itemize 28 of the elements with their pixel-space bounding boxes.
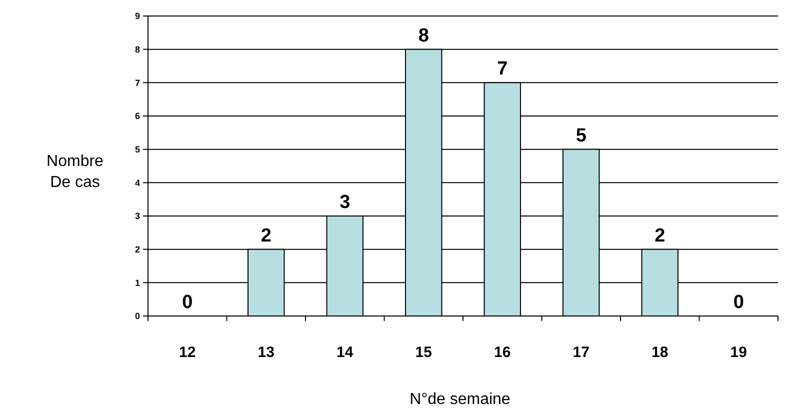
data-label: 0 bbox=[733, 292, 744, 313]
x-tick-label: 14 bbox=[336, 344, 354, 361]
x-axis-title: N°de semaine bbox=[410, 391, 510, 408]
x-tick-label: 19 bbox=[730, 344, 747, 361]
y-tick-label: 4 bbox=[134, 178, 140, 188]
y-tick-label: 2 bbox=[134, 244, 140, 254]
y-tick-label: 3 bbox=[134, 211, 140, 222]
y-tick-label: 6 bbox=[134, 111, 140, 122]
y-tick-label: 8 bbox=[134, 44, 140, 54]
y-tick-label: 5 bbox=[134, 144, 140, 154]
data-label: 2 bbox=[260, 225, 272, 246]
y-tick-label: 9 bbox=[134, 11, 140, 22]
x-tick-label: 13 bbox=[258, 344, 274, 361]
y-tick-label: 7 bbox=[134, 78, 140, 88]
data-label: 0 bbox=[182, 292, 193, 313]
x-tick-label: 18 bbox=[652, 344, 668, 361]
data-label: 7 bbox=[497, 58, 508, 80]
x-tick-label: 17 bbox=[572, 344, 590, 361]
x-tick-label: 15 bbox=[415, 344, 432, 361]
y-axis-title: Nombre De cas bbox=[46, 153, 104, 191]
x-tick-label: 12 bbox=[179, 344, 196, 361]
data-label: 8 bbox=[418, 25, 429, 46]
data-label: 2 bbox=[654, 225, 666, 246]
y-tick-label: 0 bbox=[134, 311, 140, 322]
y-tick-label: 1 bbox=[134, 278, 140, 288]
data-label: 3 bbox=[340, 192, 350, 213]
data-label: 5 bbox=[576, 125, 587, 146]
x-tick-label: 16 bbox=[494, 344, 511, 361]
